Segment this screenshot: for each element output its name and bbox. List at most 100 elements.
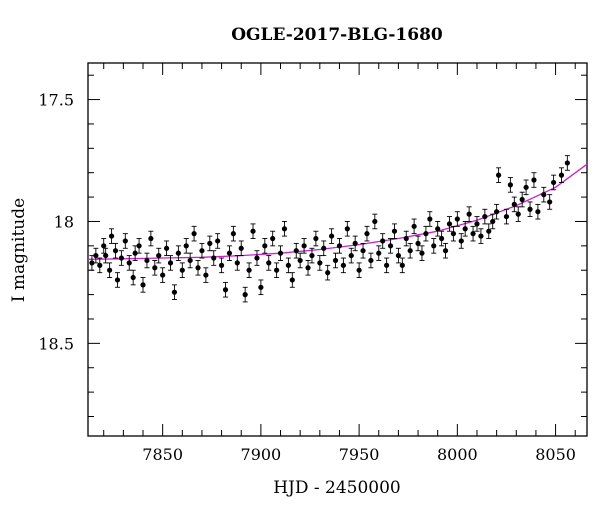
data-point (262, 238, 268, 254)
data-point (439, 230, 445, 247)
data-point (356, 262, 362, 278)
data-point (215, 233, 221, 249)
data-marker (246, 267, 252, 273)
data-marker (230, 231, 236, 237)
data-point (112, 242, 119, 259)
x-tick-label: 7900 (241, 445, 282, 464)
data-point (490, 213, 496, 230)
data-marker (368, 257, 374, 264)
data-point (419, 245, 425, 261)
data-marker (93, 252, 99, 259)
data-marker (126, 260, 132, 266)
data-point (126, 255, 132, 271)
y-axis-label: I magnitude (9, 198, 29, 302)
data-point (199, 242, 205, 259)
data-point (246, 262, 252, 278)
data-marker (207, 240, 213, 247)
data-point (380, 233, 386, 249)
data-point (305, 260, 311, 276)
x-axis-label: HJD - 2450000 (273, 478, 401, 498)
data-marker (112, 248, 119, 254)
data-point (407, 242, 413, 259)
data-point (458, 233, 464, 249)
data-marker (144, 257, 150, 264)
data-point (218, 257, 225, 274)
data-marker (215, 238, 221, 244)
data-marker (458, 238, 464, 244)
data-marker (101, 243, 107, 249)
data-point (368, 252, 374, 269)
data-point (364, 225, 370, 242)
data-marker (132, 250, 138, 256)
data-point (415, 235, 421, 252)
data-marker (258, 284, 264, 290)
data-marker (293, 248, 299, 254)
data-marker (136, 243, 142, 249)
data-point (152, 260, 158, 276)
data-marker (376, 250, 382, 256)
plot-frame (87, 62, 588, 437)
data-point (103, 247, 109, 264)
data-point (136, 238, 142, 254)
data-marker (321, 245, 327, 251)
data-point (175, 245, 181, 261)
y-tick-label: 18 (54, 212, 74, 231)
data-point (329, 228, 335, 244)
data-point (273, 262, 280, 278)
data-point (519, 191, 525, 208)
data-point (285, 257, 291, 274)
data-point (148, 230, 154, 247)
data-point (258, 279, 264, 296)
data-point (564, 155, 570, 171)
data-marker (289, 277, 295, 283)
data-marker (391, 228, 398, 234)
data-point (222, 281, 229, 298)
data-point (511, 196, 517, 213)
data-marker (507, 182, 513, 188)
data-point (360, 242, 366, 259)
data-point (281, 221, 288, 237)
data-point (179, 262, 185, 278)
data-point (340, 257, 346, 274)
data-point (107, 262, 113, 278)
data-marker (313, 235, 319, 242)
data-marker (262, 243, 268, 249)
data-point (372, 213, 378, 230)
data-marker (305, 265, 311, 271)
data-point (309, 247, 315, 264)
data-marker (431, 243, 437, 249)
data-point (352, 235, 358, 252)
data-marker (446, 221, 453, 227)
data-point (507, 177, 513, 193)
data-marker (494, 209, 500, 215)
data-marker (387, 243, 394, 249)
data-point (503, 208, 510, 225)
data-point (289, 272, 295, 288)
data-marker (454, 216, 460, 222)
data-marker (435, 226, 441, 232)
data-point (238, 240, 244, 257)
data-point (114, 272, 121, 288)
data-point (313, 230, 319, 247)
data-point (399, 257, 405, 274)
data-marker (384, 262, 390, 268)
data-point (495, 167, 502, 183)
data-point (547, 194, 553, 210)
data-marker (523, 184, 529, 190)
data-marker (238, 245, 244, 251)
data-marker (439, 235, 445, 242)
data-point (187, 252, 193, 269)
data-point (384, 257, 390, 274)
data-point (250, 223, 256, 239)
data-point (242, 286, 248, 303)
data-marker (195, 265, 201, 271)
data-point (160, 267, 166, 283)
data-point (130, 269, 136, 286)
data-marker (336, 243, 343, 249)
data-marker (547, 199, 553, 205)
data-marker (266, 260, 272, 266)
data-marker (163, 245, 170, 251)
data-point (171, 284, 178, 300)
data-marker (211, 255, 217, 261)
data-marker (450, 231, 457, 237)
